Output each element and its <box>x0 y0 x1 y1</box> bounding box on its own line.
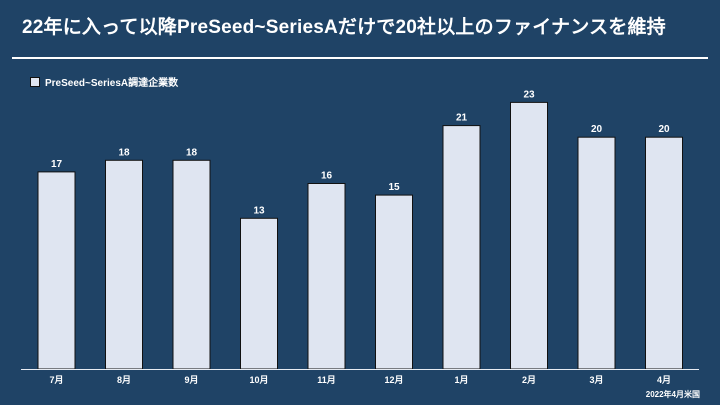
x-tick-label-8: 2月 <box>522 375 536 385</box>
data-label-9: 20 <box>591 124 603 135</box>
x-tick-label-5: 11月 <box>317 375 336 385</box>
x-tick-label-1: 7月 <box>49 375 63 385</box>
data-label-4: 13 <box>253 205 265 216</box>
legend: PreSeed~SeriesA調達企業数 <box>30 74 178 89</box>
x-tick-label-10: 4月 <box>657 375 671 385</box>
title-divider <box>12 57 708 59</box>
bar-9 <box>577 136 616 370</box>
legend-swatch <box>30 76 40 87</box>
x-tick-label-3: 9月 <box>184 375 198 385</box>
x-tick-label-9: 3月 <box>589 375 603 385</box>
x-tick-label-2: 8月 <box>117 375 131 385</box>
legend-label: PreSeed~SeriesA調達企業数 <box>45 78 179 89</box>
data-label-3: 18 <box>186 147 198 158</box>
bar-1 <box>37 171 76 370</box>
data-label-6: 15 <box>388 182 400 193</box>
bar-3 <box>172 159 211 370</box>
x-tick-label-6: 12月 <box>384 375 403 385</box>
bar-2 <box>105 159 143 370</box>
data-label-7: 21 <box>456 113 468 124</box>
data-label-8: 23 <box>523 89 535 100</box>
bar-5 <box>307 183 346 370</box>
data-label-10: 20 <box>658 124 670 135</box>
data-label-1: 17 <box>51 159 63 170</box>
data-label-2: 18 <box>118 147 130 158</box>
bar-4 <box>240 217 278 370</box>
bar-6 <box>375 194 413 370</box>
bar-8 <box>510 101 548 370</box>
data-label-5: 16 <box>321 171 333 182</box>
source-note: 2022年4月米国 <box>645 390 700 399</box>
slide-title: 22年に入って以降PreSeed~SeriesAだけで20社以上のファイナンスを… <box>22 17 666 38</box>
bar-10 <box>645 136 683 370</box>
x-tick-label-4: 10月 <box>249 375 268 385</box>
x-tick-label-7: 1月 <box>454 375 468 385</box>
bar-7 <box>442 125 481 370</box>
